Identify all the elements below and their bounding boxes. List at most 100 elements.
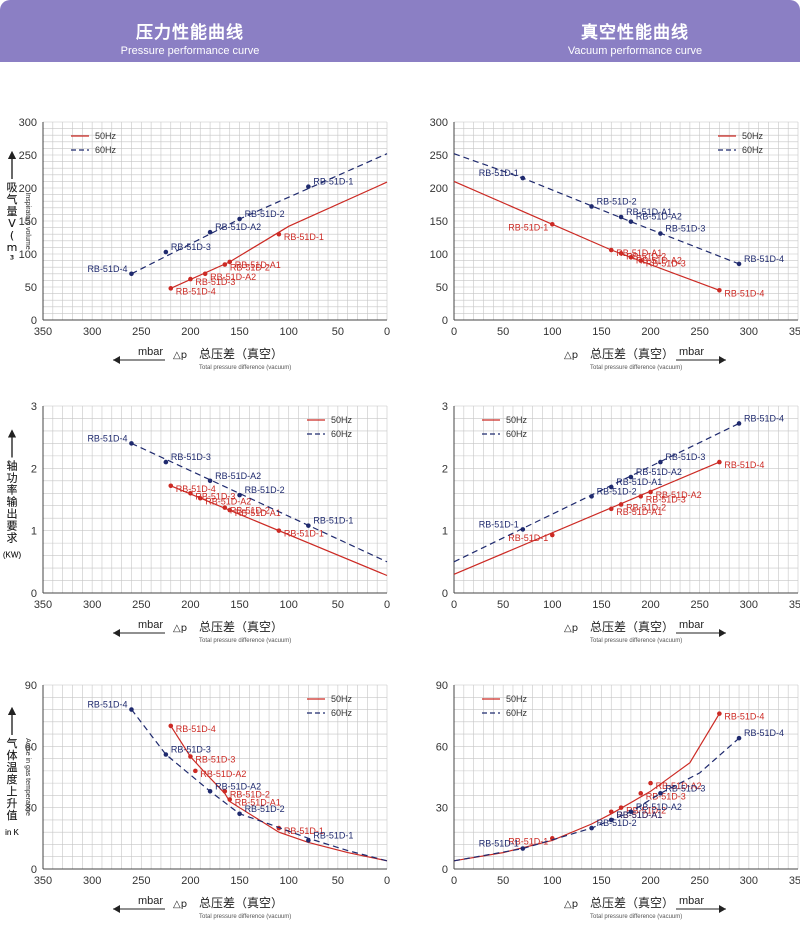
pressure-power-x-tick-label: 150 <box>230 599 248 611</box>
vacuum-temp-x-tick-label: 250 <box>691 875 709 887</box>
vacuum-power-y-tick-label: 0 <box>442 588 448 600</box>
vacuum-power-y-title-char: 率 <box>7 483 18 497</box>
vacuum-flow-x-title-en: Total pressure difference (vacuum) <box>590 365 682 371</box>
pressure-flow-data-point <box>163 249 169 255</box>
vacuum-power-x-delta: △p <box>564 623 578 634</box>
pressure-flow-y-title-en: Inspiratory volume <box>24 192 31 249</box>
vacuum-power-data-point <box>628 474 634 480</box>
vacuum-temp-y-title-unit: in K <box>5 828 19 837</box>
vacuum-power-point-label: RB-51D-2 <box>597 486 637 496</box>
vacuum-temp-y-title-char: 值 <box>7 809 18 822</box>
pressure-flow-y-tick-label: 200 <box>19 183 37 195</box>
vacuum-power-data-point <box>608 506 614 512</box>
pressure-power-point-label: RB-51D-4 <box>87 433 127 443</box>
vacuum-flow-legend-50-label: 50Hz <box>742 131 764 141</box>
vacuum-flow-point-label: RB-51D-A2 <box>636 255 682 265</box>
vacuum-temp-data-point <box>520 846 526 851</box>
pressure-flow-point-label: RB-51D-1 <box>313 177 353 187</box>
vacuum-temp-point-label: RB-51D-A1 <box>616 810 662 820</box>
vacuum-flow-data-point <box>717 288 722 293</box>
pressure-flow-x-tick-label: 150 <box>230 326 248 338</box>
pressure-power-y-title-char: 要 <box>7 520 18 533</box>
pressure-power-y-title-char: 求 <box>7 532 18 545</box>
pressure-flow-x-title-en: Total pressure difference (vacuum) <box>199 365 291 371</box>
pressure-power-x-tick-label: 0 <box>384 599 390 611</box>
vacuum-power-legend-50-label: 50Hz <box>506 415 528 425</box>
vacuum-flow-data-point <box>628 219 634 224</box>
vacuum-flow-series-50hz-line <box>453 180 720 291</box>
vacuum-temp-y-tick-label: 0 <box>442 864 448 876</box>
vacuum-temp-x-tick-label: 350 <box>789 875 800 887</box>
vacuum-temp-point-label: RB-51D-A2 <box>636 802 682 812</box>
pressure-flow-y-tick-label: 100 <box>19 249 37 261</box>
pressure-power-x-title-en: Total pressure difference (vacuum) <box>199 638 291 644</box>
pressure-power-data-point <box>276 528 282 533</box>
vacuum-temp-point-label: RB-51D-4 <box>744 728 784 738</box>
vacuum-power-x-unit: mbar <box>679 619 704 631</box>
pressure-flow-legend-50-label: 50Hz <box>95 131 117 141</box>
vacuum-power-x-tick-label: 250 <box>691 599 709 611</box>
vacuum-flow-data-point <box>618 214 624 220</box>
pressure-temp-y-title-char: 温 <box>7 761 18 774</box>
vacuum-temp-x-tick-label: 300 <box>740 875 758 887</box>
pressure-flow-data-point <box>207 229 213 235</box>
vacuum-power-y-title-char: 要 <box>7 520 18 533</box>
pressure-temp-y-title-char: 度 <box>7 772 18 786</box>
pressure-power-y-title-char: 出 <box>7 507 18 521</box>
pressure-power-point-label: RB-51D-2 <box>245 485 285 495</box>
pressure-flow-y-title-char: ( <box>10 229 14 242</box>
pressure-power-x-unit: mbar <box>138 619 163 631</box>
pressure-power-x-tick-label: 250 <box>132 599 150 611</box>
vacuum-power-y-tick-label: 3 <box>442 401 448 413</box>
vacuum-flow-point-label: RB-51D-2 <box>626 251 666 261</box>
pressure-flow-data-point <box>237 216 242 222</box>
vacuum-flow-x-tick-label: 350 <box>789 326 800 338</box>
vacuum-flow-y-tick-label: 0 <box>442 315 448 327</box>
vacuum-temp-data-point <box>608 817 614 823</box>
pressure-temp-x-tick-label: 250 <box>132 875 150 887</box>
pressure-flow-data-point <box>188 276 193 282</box>
right-title-en: Vacuum performance curve <box>567 45 703 57</box>
vacuum-power-x-tick-label: 200 <box>641 599 659 611</box>
pressure-power-x-tick-label: 300 <box>83 599 101 611</box>
pressure-power-data-point <box>227 507 233 513</box>
pressure-flow-y-tick-label: 150 <box>19 216 37 228</box>
header-banner <box>0 0 800 62</box>
vacuum-temp-y-tick-label: 90 <box>436 680 448 692</box>
vacuum-power-y-title-char: 功 <box>7 472 18 485</box>
vacuum-temp-x-tick-label: 50 <box>497 875 509 887</box>
pressure-temp-x-unit: mbar <box>138 895 163 907</box>
pressure-power-legend-50-label: 50Hz <box>331 415 353 425</box>
pressure-power-data-point <box>237 492 242 498</box>
vacuum-power-point-label: RB-51D-1 <box>479 519 519 529</box>
pressure-flow-point-label: RB-51D-2 <box>230 263 270 273</box>
vacuum-flow-y-arrowhead <box>8 151 16 159</box>
vacuum-temp-y-title-char: 体 <box>7 748 18 762</box>
vacuum-flow-series-60hz-line <box>453 153 740 265</box>
pressure-temp-point-label: RB-51D-A2 <box>200 769 246 779</box>
vacuum-temp-legend-50-label: 50Hz <box>506 694 528 704</box>
vacuum-temp-y-title-char: 升 <box>7 797 18 810</box>
vacuum-flow-x-title-zh: 总压差（真空） <box>590 347 674 361</box>
vacuum-power-x-tick-label: 300 <box>740 599 758 611</box>
pressure-temp-data-point <box>306 838 311 843</box>
pressure-flow-x-tick-label: 200 <box>181 326 199 338</box>
pressure-temp-point-label: RB-51D-3 <box>171 745 211 755</box>
vacuum-temp-x-tick-label: 150 <box>592 875 610 887</box>
pressure-power-y-title-unit: (KW) <box>3 551 22 560</box>
vacuum-power-y-title-char: 求 <box>7 532 18 545</box>
vacuum-power-point-label: RB-51D-A1 <box>616 477 662 487</box>
vacuum-flow-point-label: RB-51D-4 <box>744 254 784 264</box>
pressure-flow-point-label: RB-51D-A2 <box>215 222 261 232</box>
vacuum-temp-x-tick-label: 100 <box>543 875 561 887</box>
vacuum-temp-point-label: RB-51D-1 <box>479 839 519 849</box>
vacuum-temp-point-label: RB-51D-1 <box>508 836 548 846</box>
vacuum-power-data-point <box>608 484 614 490</box>
right-header: 真空性能曲线 Vacuum performance curve <box>485 18 785 57</box>
pressure-power-x-arrowhead <box>113 629 120 637</box>
vacuum-temp-y-title-en: A rise in gas temperature <box>24 738 31 816</box>
pressure-power-point-label: RB-51D-A2 <box>215 471 261 481</box>
vacuum-temp-y-tick-label: 30 <box>436 803 448 815</box>
pressure-flow-point-label: RB-51D-3 <box>195 277 235 287</box>
vacuum-flow-data-point <box>638 258 644 263</box>
